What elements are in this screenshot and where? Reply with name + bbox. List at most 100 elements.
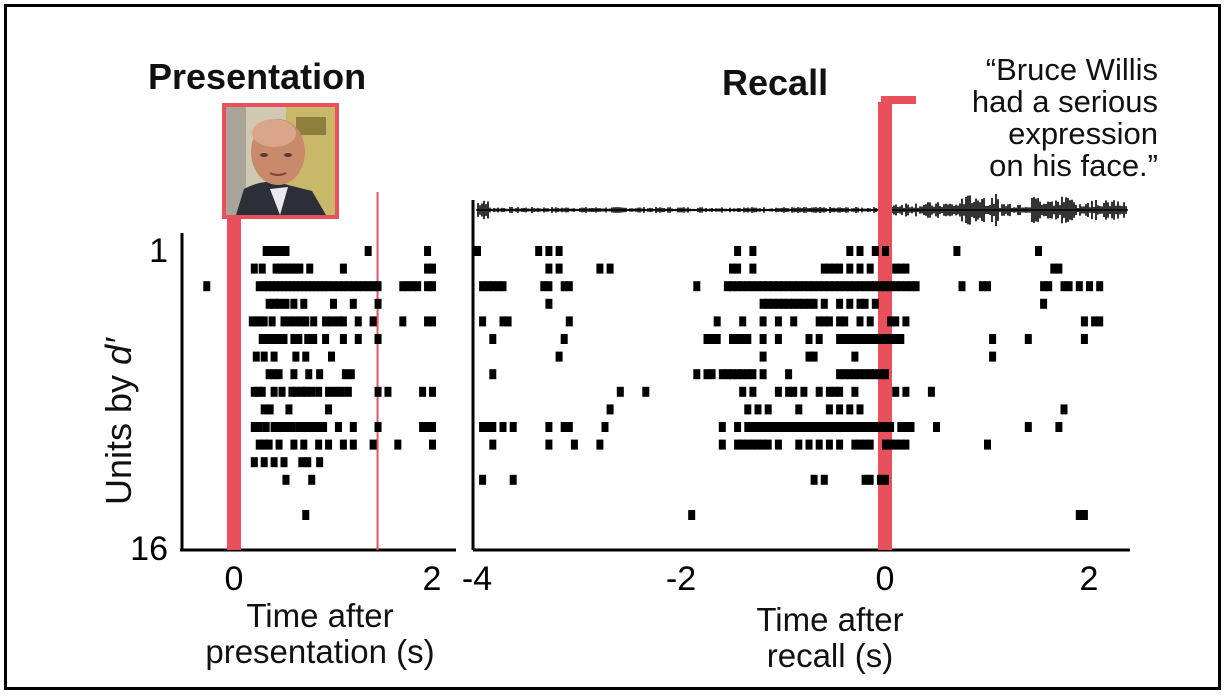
spike-mark [322, 334, 330, 344]
spike-mark [280, 316, 288, 327]
spike-mark [305, 369, 313, 380]
spike-mark [484, 281, 492, 292]
spike-mark [596, 439, 604, 450]
spike-mark [866, 334, 874, 344]
spike-mark [266, 246, 274, 256]
spike-mark [339, 281, 347, 292]
spike-mark [308, 474, 316, 485]
spike-mark [856, 298, 864, 309]
spike-mark [310, 334, 318, 344]
spike-mark [308, 386, 316, 397]
spike-mark [1065, 281, 1073, 292]
spike-mark [749, 386, 757, 397]
spike-mark [315, 439, 323, 450]
spike-mark [734, 334, 742, 344]
spike-mark [749, 281, 757, 292]
spike-mark [876, 369, 884, 380]
spike-mark [774, 281, 782, 292]
spike-mark [927, 386, 935, 397]
spike-mark [545, 246, 553, 256]
spike-mark [851, 351, 859, 362]
spike-mark [841, 281, 849, 292]
spike-mark [424, 263, 432, 274]
spike-mark [759, 351, 767, 362]
spike-mark [295, 334, 303, 344]
spike-mark [305, 422, 313, 432]
spike-mark [280, 263, 288, 274]
spike-mark [764, 422, 772, 432]
spike-mark [328, 351, 336, 362]
spike-mark [354, 334, 362, 344]
spike-mark [260, 351, 268, 362]
spike-mark [887, 316, 895, 327]
spike-mark [489, 369, 497, 380]
quote-line: on his face.” [989, 148, 1158, 183]
spike-mark [560, 334, 568, 344]
spike-mark [907, 281, 915, 292]
spike-mark [882, 369, 889, 380]
spike-mark [276, 263, 284, 274]
spike-mark [404, 281, 412, 292]
spike-mark [831, 386, 838, 397]
spike-mark [759, 281, 767, 292]
spike-mark [764, 281, 772, 292]
spike-mark [384, 386, 392, 397]
recall-quote: “Bruce Willis had a serious expression o… [972, 54, 1158, 182]
spike-mark [759, 439, 767, 450]
spike-mark [409, 281, 417, 292]
spike-mark [1096, 316, 1104, 327]
spike-mark [266, 404, 274, 415]
spike-mark [810, 422, 818, 432]
spike-mark [316, 281, 324, 292]
spike-mark [729, 263, 736, 274]
spike-mark [805, 281, 813, 292]
spike-mark [424, 422, 432, 432]
spike-mark [820, 281, 828, 292]
spike-mark [256, 316, 264, 327]
quote-line: had a serious [971, 84, 1158, 119]
spike-mark [282, 422, 290, 432]
spike-mark [815, 334, 823, 344]
spike-mark [339, 334, 347, 344]
spike-mark [774, 334, 782, 344]
spike-mark [344, 281, 352, 292]
spike-mark [302, 351, 310, 362]
spike-mark [596, 263, 604, 274]
spike-mark [774, 422, 782, 432]
spike-mark [887, 422, 895, 432]
spike-mark [296, 281, 304, 292]
spike-mark [1060, 281, 1068, 292]
spike-mark [1086, 281, 1093, 292]
spike-mark [282, 246, 290, 256]
spike-mark [805, 298, 813, 309]
spike-mark [260, 316, 268, 327]
spike-mark [723, 369, 731, 380]
spike-mark [424, 281, 432, 292]
spike-mark [790, 281, 798, 292]
spike-mark [292, 351, 300, 362]
spike-mark [337, 386, 345, 397]
spike-mark [258, 263, 266, 274]
spike-mark [606, 263, 614, 274]
spike-mark [1024, 422, 1032, 432]
spike-mark [1080, 334, 1088, 344]
spike-mark [268, 281, 276, 292]
spike-mark [693, 281, 701, 292]
spike-mark [509, 474, 517, 485]
spike-mark [489, 422, 497, 432]
spike-mark [907, 422, 915, 432]
spike-mark [978, 281, 986, 292]
spike-mark [744, 422, 752, 432]
spike-mark [262, 246, 270, 256]
spike-mark [1040, 281, 1048, 292]
spike-mark [250, 457, 258, 468]
spike-mark [836, 316, 844, 327]
spike-mark [399, 281, 407, 292]
spike-mark [871, 246, 879, 256]
spike-mark [744, 369, 752, 380]
spike-mark [565, 281, 573, 292]
spike-mark [785, 281, 793, 292]
spike-mark [780, 422, 787, 432]
spike-mark [203, 281, 211, 292]
spike-mark [876, 474, 884, 485]
